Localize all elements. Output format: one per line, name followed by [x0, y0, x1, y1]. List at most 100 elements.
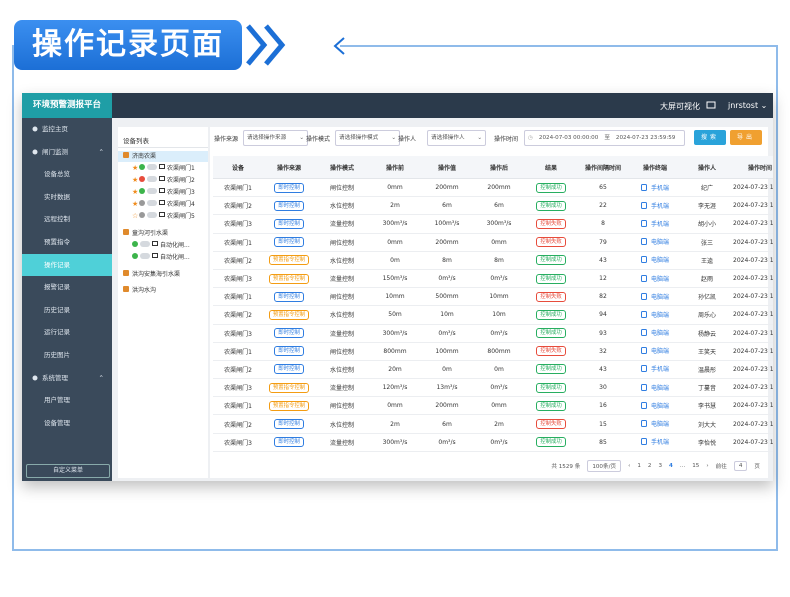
- page-size[interactable]: 100条/页: [587, 460, 622, 472]
- page-number[interactable]: 15: [692, 463, 700, 469]
- menu-item[interactable]: 远程控制: [22, 208, 112, 231]
- filter-select[interactable]: 请选择操作模式 ⌄: [335, 130, 400, 146]
- cell-text: 孙亿凯: [697, 294, 716, 302]
- cell-text: 2m: [494, 420, 504, 428]
- menu-item[interactable]: 历史图片: [22, 344, 112, 367]
- table-cell: 0m³/s: [473, 324, 525, 343]
- table-cell: 200mm: [421, 233, 473, 252]
- page-number[interactable]: 3: [658, 463, 662, 469]
- prev-page[interactable]: ‹: [628, 463, 631, 469]
- cell-text: 0mm: [387, 402, 403, 410]
- cell-text: 闸位控制: [329, 348, 354, 356]
- goto-input[interactable]: 4: [733, 461, 748, 471]
- table-cell: 12: [577, 269, 629, 289]
- table-cell: 手机端: [629, 214, 681, 234]
- table-cell: 即时控制: [263, 324, 315, 343]
- table-cell: 0mm: [473, 396, 525, 416]
- tree-node[interactable]: 童沟河引水渠: [118, 228, 208, 239]
- menu-item[interactable]: 预置指令: [22, 231, 112, 254]
- terminal-label: 手机端: [650, 184, 669, 192]
- menu-item[interactable]: 操作记录: [22, 253, 112, 277]
- export-button[interactable]: 导出: [730, 130, 762, 145]
- status-tag: 控制成功: [536, 382, 566, 393]
- page-number[interactable]: 4: [669, 463, 673, 469]
- table-cell: 控制失败: [525, 233, 577, 252]
- tree-leaf[interactable]: ★ 农渠闸门1: [118, 163, 208, 174]
- table-cell: 即时控制: [263, 433, 315, 452]
- select-caret: ⌄: [299, 135, 304, 141]
- screen-link[interactable]: 大屏可视化: [660, 102, 700, 111]
- tree-leaf[interactable]: 自动化闸...: [118, 240, 208, 251]
- folder-icon: [123, 228, 129, 239]
- cell-text: 500mm: [435, 293, 459, 301]
- menu-item[interactable]: 设备总览: [22, 163, 112, 186]
- cell-text: 0m³/s: [438, 329, 456, 337]
- tree-leaf[interactable]: ★ 农渠闸门3: [118, 187, 208, 198]
- cell-text: 2024-07-23 13:06: [733, 311, 773, 319]
- next-page[interactable]: ›: [706, 463, 709, 469]
- tree-leaf[interactable]: 自动化闸...: [118, 252, 208, 263]
- cell-text: 2024-07-23 13:06: [733, 293, 773, 301]
- menu-item[interactable]: 用户管理: [22, 389, 112, 412]
- cell-text: 农渠闸门1: [224, 185, 252, 193]
- page-number[interactable]: 1: [637, 463, 641, 469]
- table-cell: 农渠闸门2: [213, 196, 263, 216]
- terminal-label: 电脑端: [650, 239, 669, 247]
- menu-group[interactable]: 监控主页: [22, 118, 112, 141]
- table-cell: 流量控制: [315, 378, 369, 398]
- menu-label: 系统管理: [42, 373, 68, 382]
- tree-node[interactable]: 洪沟水沟: [118, 285, 208, 296]
- menu-item[interactable]: 报警记录: [22, 276, 112, 299]
- cell-text: 农渠闸门2: [224, 257, 252, 265]
- cell-text: 22: [599, 202, 607, 210]
- menu-item[interactable]: 设备管理: [22, 412, 112, 435]
- status-dot: [139, 199, 145, 210]
- tree-node[interactable]: 洪沟安集海引水渠: [118, 269, 208, 280]
- search-button[interactable]: 搜索: [694, 130, 726, 145]
- cell-text: 流量控制: [329, 221, 354, 229]
- table-row: 农渠闸门3 预置指令控制 流量控制 120m³/s 13m³/s 0m³/s 控制成功 30 电…: [213, 378, 773, 398]
- tree-leaf[interactable]: ☆ 农渠闸门5: [118, 211, 208, 222]
- status-tag: 控制成功: [536, 437, 566, 448]
- terminal-icon: [640, 420, 647, 429]
- table-cell: 控制成功: [525, 269, 577, 289]
- menu-item[interactable]: 运行记录: [22, 321, 112, 344]
- select-caret: ⌄: [391, 135, 396, 141]
- status-tag: 即时控制: [274, 437, 304, 448]
- user-menu[interactable]: jnrstost ⌄: [728, 101, 768, 110]
- table-cell: 2024-07-23 13:06: [733, 287, 773, 307]
- cell-text: 32: [599, 347, 607, 355]
- tree-node[interactable]: 济南农渠: [118, 151, 208, 162]
- table-cell: 300m³/s: [369, 214, 421, 234]
- page-number[interactable]: ...: [679, 463, 686, 469]
- menu-group[interactable]: 系统管理 ⌃: [22, 367, 112, 390]
- terminal-label: 电脑端: [650, 293, 669, 301]
- tree-leaf[interactable]: ★ 农渠闸门4: [118, 199, 208, 210]
- table-cell: 农渠闸门2: [213, 251, 263, 270]
- menu-item[interactable]: 实时数据: [22, 186, 112, 209]
- tree-leaf[interactable]: ★ 农渠闸门2: [118, 175, 208, 186]
- page-number[interactable]: 2: [647, 463, 652, 469]
- time-range[interactable]: ◷ 2024-07-03 00:00:00 至 2024-07-23 23:59:59: [524, 130, 685, 146]
- cell-text: 李无涯: [697, 203, 716, 211]
- filter-select[interactable]: 请选择操作人 ⌄: [427, 130, 486, 146]
- menu-label: 操作记录: [44, 260, 70, 269]
- cell-text: 刘大大: [697, 421, 716, 429]
- table-cell: 8m: [473, 251, 525, 270]
- table-cell: 800mm: [369, 342, 421, 361]
- table-cell: 流量控制: [315, 269, 369, 289]
- custom-menu-button[interactable]: 自定义菜单: [26, 464, 110, 478]
- status-tag: 控制失败: [536, 346, 566, 357]
- menu-item[interactable]: 历史记录: [22, 299, 112, 322]
- filter-select[interactable]: 请选择操作来源 ⌄: [243, 130, 308, 146]
- device-icon: [159, 211, 165, 222]
- menu-group[interactable]: 闸门监测 ⌃: [22, 141, 112, 164]
- cell-text: 800mm: [383, 347, 407, 355]
- cell-text: 王逵: [700, 257, 713, 265]
- tree-label: 洪沟水沟: [132, 287, 157, 294]
- table-cell: 控制失败: [525, 214, 577, 234]
- message-icon[interactable]: [706, 101, 716, 110]
- table-cell: 预置指令控制: [263, 378, 315, 398]
- cell-text: 0m: [494, 365, 504, 373]
- table-cell: 农渠闸门1: [213, 342, 263, 361]
